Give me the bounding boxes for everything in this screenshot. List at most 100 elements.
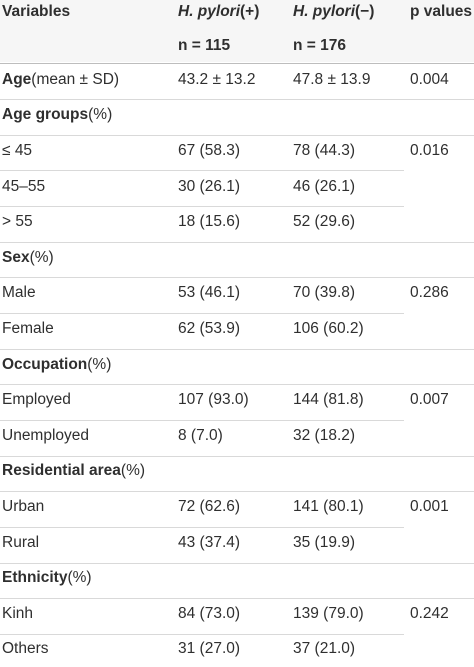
row-p: 0.242	[410, 596, 474, 632]
row-neg: 46 (26.1)	[293, 169, 403, 205]
row-neg: 78 (44.3)	[293, 133, 403, 169]
age-unit: (mean ± SD)	[31, 71, 119, 89]
residential-section-row: Residential area (%)	[0, 454, 474, 490]
divider	[0, 527, 404, 528]
divider	[0, 420, 404, 421]
age-p: 0.004	[410, 62, 474, 98]
table-row: > 55 18 (15.6) 52 (29.6)	[0, 204, 474, 240]
row-pos: 84 (73.0)	[178, 596, 288, 632]
table-row: Male 53 (46.1) 70 (39.8) 0.286	[0, 276, 474, 312]
divider	[0, 206, 404, 207]
table-row: Employed 107 (93.0) 144 (81.8) 0.007	[0, 382, 474, 418]
divider	[0, 349, 474, 350]
divider	[0, 456, 474, 457]
header-neg-sign: (−)	[355, 3, 374, 21]
table-row: Others 31 (27.0) 37 (21.0)	[0, 632, 474, 667]
header-neg-name: H. pylori	[293, 3, 355, 21]
row-p: 0.007	[410, 382, 474, 418]
row-label: ≤ 45	[2, 133, 174, 169]
sex-label: Sex (%)	[2, 240, 174, 276]
table-row: 45–55 30 (26.1) 46 (26.1)	[0, 169, 474, 205]
row-p	[410, 525, 474, 561]
ethnicity-label: Ethnicity (%)	[2, 560, 174, 596]
row-label: Rural	[2, 525, 174, 561]
table-row: ≤ 45 67 (58.3) 78 (44.3) 0.016	[0, 133, 474, 169]
row-neg: 35 (19.9)	[293, 525, 403, 561]
row-p	[410, 169, 474, 205]
table-row: Kinh 84 (73.0) 139 (79.0) 0.242	[0, 596, 474, 632]
row-neg: 52 (29.6)	[293, 204, 403, 240]
age-row: Age (mean ± SD) 43.2 ± 13.2 47.8 ± 13.9 …	[0, 62, 474, 98]
row-p: 0.286	[410, 276, 474, 312]
ethnicity-section-row: Ethnicity (%)	[0, 560, 474, 596]
age-groups-label-text: Age groups	[2, 106, 88, 124]
row-neg: 106 (60.2)	[293, 311, 403, 347]
divider	[0, 277, 474, 278]
header-variables: Variables	[2, 0, 174, 21]
occupation-section-row: Occupation (%)	[0, 347, 474, 383]
divider	[0, 634, 404, 635]
age-groups-section-row: Age groups (%)	[0, 98, 474, 134]
row-label: > 55	[2, 204, 174, 240]
ethnicity-unit: (%)	[67, 569, 91, 587]
occupation-unit: (%)	[87, 356, 111, 374]
row-pos: 8 (7.0)	[178, 418, 288, 454]
row-neg: 139 (79.0)	[293, 596, 403, 632]
header-p-values: p values	[410, 0, 474, 21]
row-pos: 72 (62.6)	[178, 489, 288, 525]
row-p: 0.001	[410, 489, 474, 525]
row-pos: 67 (58.3)	[178, 133, 288, 169]
row-neg: 32 (18.2)	[293, 418, 403, 454]
header-pos-n: n = 115	[178, 30, 288, 62]
row-label: Unemployed	[2, 418, 174, 454]
row-pos: 62 (53.9)	[178, 311, 288, 347]
divider	[0, 384, 474, 385]
row-label: Male	[2, 276, 174, 312]
divider	[0, 563, 474, 564]
header-row: Variables H. pylori (+) H. pylori (−) p …	[0, 0, 474, 30]
header-neg-n: n = 176	[293, 30, 403, 62]
row-label: Urban	[2, 489, 174, 525]
divider	[0, 313, 404, 314]
header-hpylori-positive: H. pylori (+)	[178, 0, 288, 21]
row-pos: 107 (93.0)	[178, 382, 288, 418]
sex-unit: (%)	[30, 249, 54, 267]
divider	[0, 242, 474, 243]
occupation-label-text: Occupation	[2, 356, 87, 374]
row-label: Others	[2, 632, 174, 667]
header-pos-name: H. pylori	[178, 3, 240, 21]
table-row: Unemployed 8 (7.0) 32 (18.2)	[0, 418, 474, 454]
row-neg: 70 (39.8)	[293, 276, 403, 312]
row-neg: 141 (80.1)	[293, 489, 403, 525]
row-pos: 18 (15.6)	[178, 204, 288, 240]
divider	[0, 99, 474, 100]
row-label: 45–55	[2, 169, 174, 205]
row-pos: 30 (26.1)	[178, 169, 288, 205]
age-groups-label: Age groups (%)	[2, 98, 174, 134]
header-n-row: n = 115 n = 176	[0, 30, 474, 62]
divider	[0, 491, 474, 492]
table-row: Urban 72 (62.6) 141 (80.1) 0.001	[0, 489, 474, 525]
divider	[0, 598, 474, 599]
ethnicity-label-text: Ethnicity	[2, 569, 67, 587]
residential-label-text: Residential area	[2, 462, 121, 480]
age-pos: 43.2 ± 13.2	[178, 62, 288, 98]
table-row: Female 62 (53.9) 106 (60.2)	[0, 311, 474, 347]
row-p	[410, 204, 474, 240]
table-row: Rural 43 (37.4) 35 (19.9)	[0, 525, 474, 561]
sex-section-row: Sex (%)	[0, 240, 474, 276]
residential-label: Residential area (%)	[2, 454, 174, 490]
row-label: Female	[2, 311, 174, 347]
sex-label-text: Sex	[2, 249, 30, 267]
row-pos: 53 (46.1)	[178, 276, 288, 312]
occupation-label: Occupation (%)	[2, 347, 174, 383]
divider	[0, 135, 474, 136]
row-label: Kinh	[2, 596, 174, 632]
row-pos: 31 (27.0)	[178, 632, 288, 667]
row-label: Employed	[2, 382, 174, 418]
row-p: 0.016	[410, 133, 474, 169]
age-neg: 47.8 ± 13.9	[293, 62, 403, 98]
row-p	[410, 311, 474, 347]
row-neg: 37 (21.0)	[293, 632, 403, 667]
